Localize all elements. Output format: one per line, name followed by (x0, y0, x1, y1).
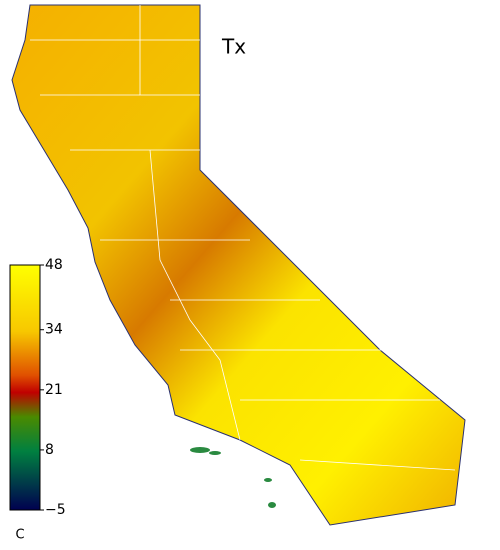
colorbar-unit: C (15, 528, 24, 543)
county-lines (30, 5, 456, 471)
colorbar-tick-label: 48 (45, 257, 63, 273)
colorbar-tick-label: −5 (45, 502, 66, 518)
colorbar-tick-label: 21 (45, 382, 63, 398)
california-region (11, 4, 466, 526)
colorbar-tick-label: 34 (45, 322, 63, 338)
colorbar-ticks: 48 34 21 8 −5 (40, 257, 66, 518)
colorbar-tick-label: 8 (45, 442, 54, 458)
colorbar (9, 264, 41, 511)
map-title: Tx (221, 35, 246, 59)
islands (190, 447, 276, 508)
